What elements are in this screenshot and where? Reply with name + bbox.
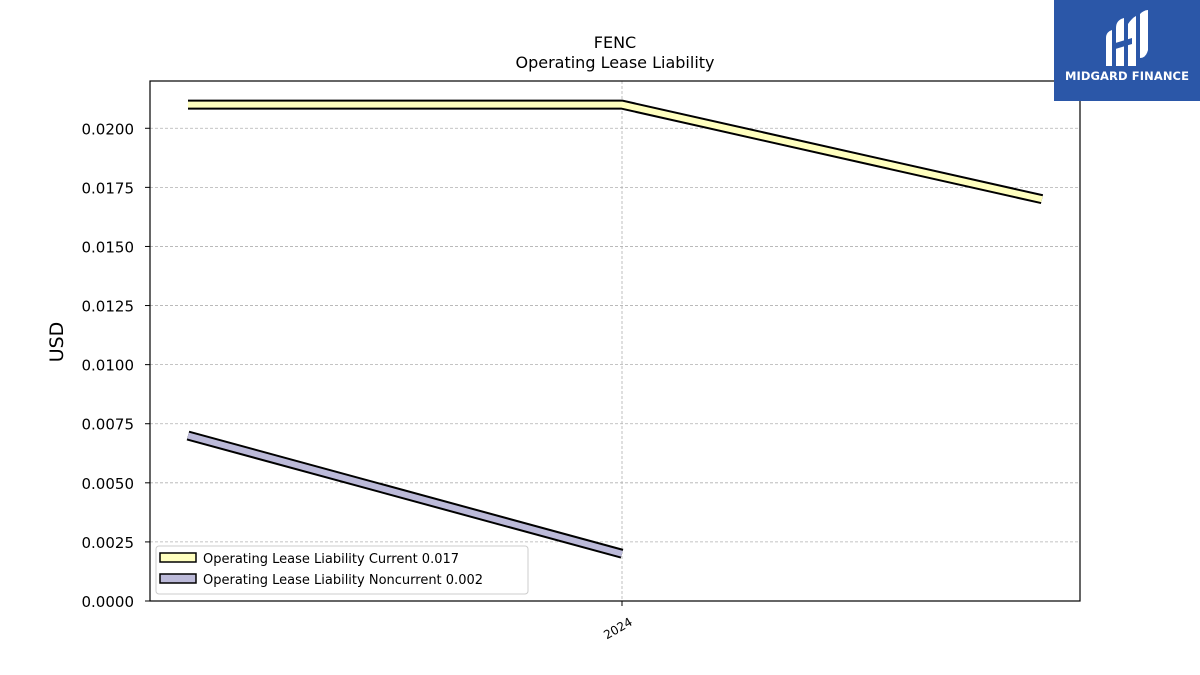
plot-frame bbox=[149, 80, 1081, 602]
y-tick-label: 0.0150 bbox=[82, 238, 135, 256]
y-tick-label: 0.0050 bbox=[82, 475, 135, 493]
y-tick-label: 0.0125 bbox=[82, 298, 135, 316]
legend-box bbox=[155, 545, 529, 595]
brand-mark-icon bbox=[1106, 10, 1148, 66]
series-line-2 bbox=[187, 432, 623, 557]
y-tick-label: 0.0025 bbox=[82, 534, 135, 552]
brand-logo: MIDGARD FINANCE bbox=[1054, 0, 1200, 101]
y-tick-label: 0.0200 bbox=[82, 120, 135, 138]
series-outline-1 bbox=[188, 99, 1044, 205]
y-tick-label: 0.0000 bbox=[82, 593, 135, 611]
series-line-1 bbox=[188, 101, 1043, 203]
legend-swatch bbox=[159, 573, 197, 584]
legend-swatch bbox=[159, 552, 197, 563]
chart-title: FENC bbox=[594, 33, 636, 52]
legend: Operating Lease Liability Current 0.017 O… bbox=[155, 545, 529, 595]
y-tick-label: 0.0075 bbox=[82, 416, 135, 434]
x-tick-label: 2024 bbox=[601, 615, 634, 642]
y-axis-label: USD bbox=[46, 322, 68, 363]
y-tick-label: 0.0175 bbox=[82, 179, 135, 197]
brand-name: MIDGARD FINANCE bbox=[1064, 69, 1190, 83]
chart-subtitle: Operating Lease Liability bbox=[515, 53, 714, 72]
y-tick-label: 0.0100 bbox=[82, 357, 135, 375]
legend-label: Operating Lease Liability Noncurrent 0.0… bbox=[203, 573, 483, 588]
legend-label: Operating Lease Liability Current 0.017 bbox=[203, 552, 459, 567]
